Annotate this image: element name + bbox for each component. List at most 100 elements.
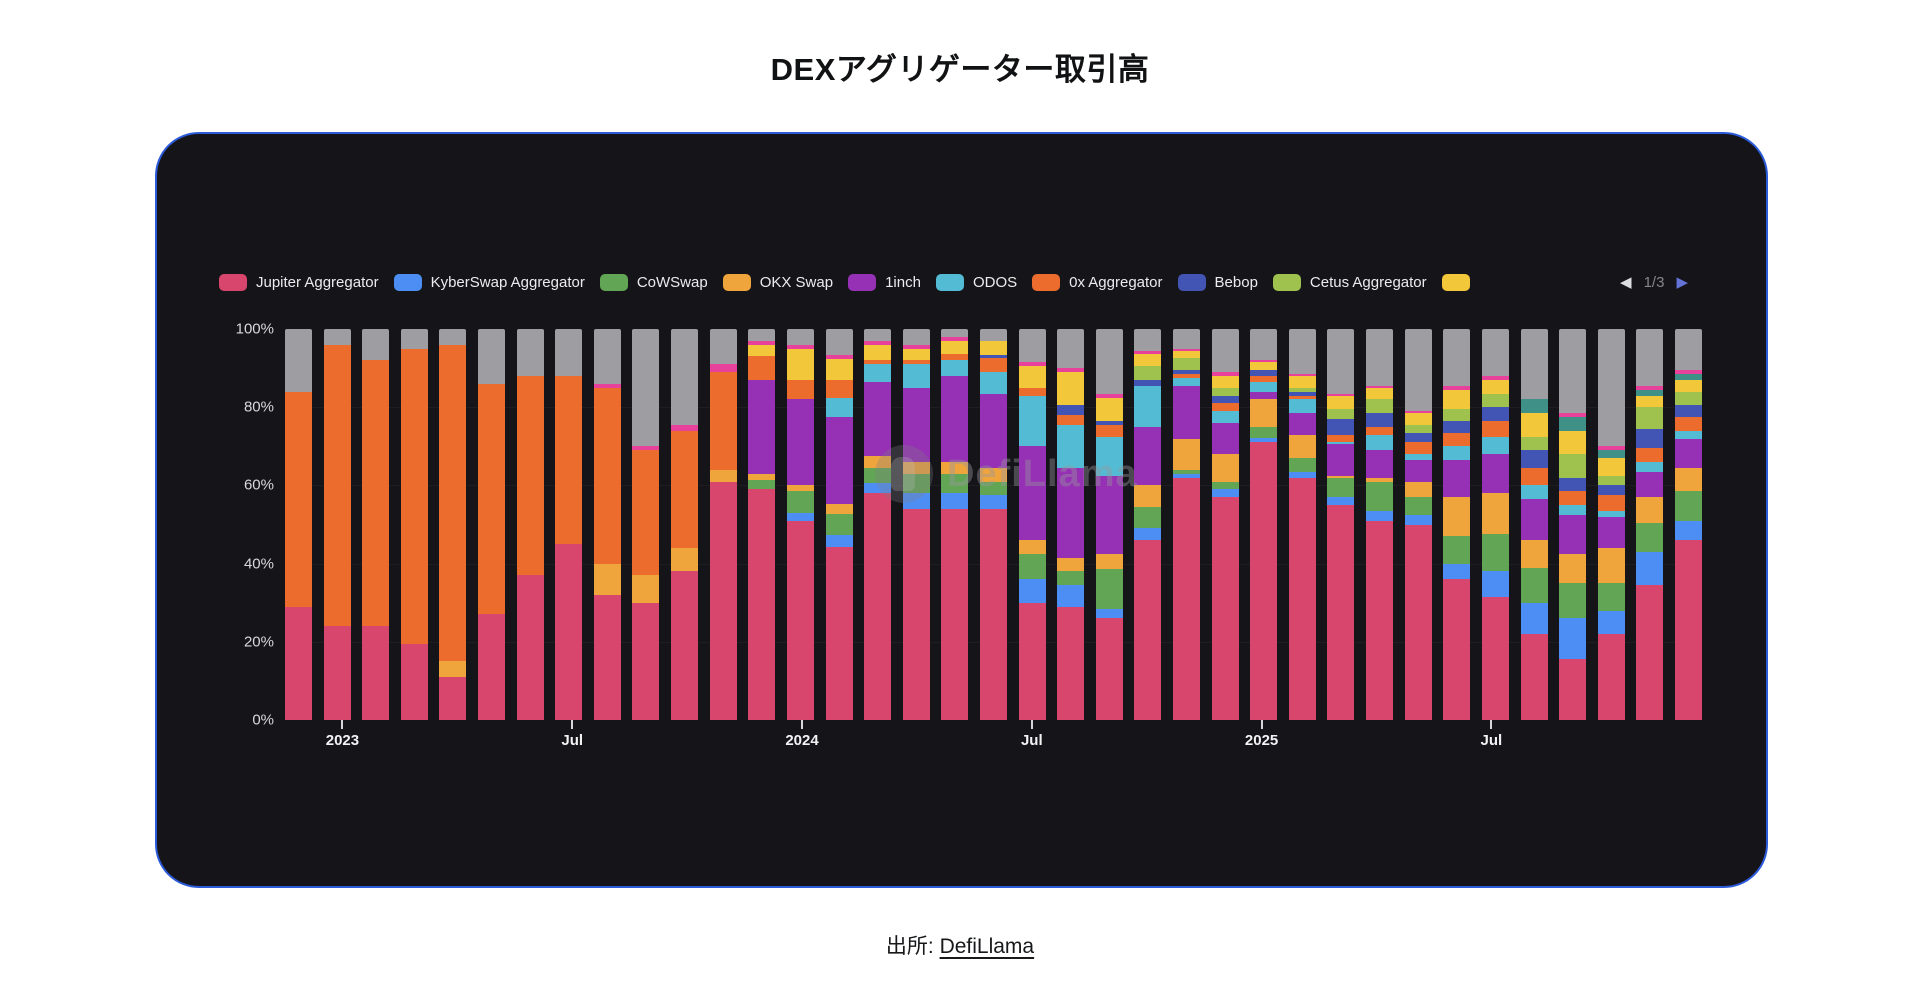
bar-segment[interactable]: [748, 379, 776, 474]
bar-segment[interactable]: [979, 495, 1007, 509]
bar-segment[interactable]: [1095, 475, 1123, 554]
bar-segment[interactable]: [1211, 497, 1239, 720]
stacked-bar[interactable]: [1173, 329, 1201, 720]
bar-segment[interactable]: [1211, 329, 1239, 373]
bar-segment[interactable]: [1095, 608, 1123, 619]
bar-segment[interactable]: [1211, 372, 1239, 377]
bar-segment[interactable]: [864, 340, 892, 345]
bar-segment[interactable]: [1134, 366, 1162, 380]
stacked-bar[interactable]: [1018, 329, 1046, 720]
bar-segment[interactable]: [1443, 460, 1471, 498]
legend-item[interactable]: 0x Aggregator: [1032, 273, 1163, 291]
bar-segment[interactable]: [323, 344, 351, 627]
bar-segment[interactable]: [709, 481, 737, 720]
stacked-bar[interactable]: [1674, 329, 1702, 720]
bar-segment[interactable]: [1597, 458, 1625, 476]
bar-segment[interactable]: [1520, 499, 1548, 541]
bar-segment[interactable]: [1250, 442, 1278, 720]
bar-segment[interactable]: [1443, 420, 1471, 433]
bar-segment[interactable]: [1597, 610, 1625, 634]
bar-segment[interactable]: [864, 364, 892, 382]
bar-segment[interactable]: [1443, 497, 1471, 537]
stacked-bar[interactable]: [323, 329, 351, 720]
bar-segment[interactable]: [400, 643, 428, 720]
bar-segment[interactable]: [1481, 571, 1509, 597]
bar-segment[interactable]: [1018, 579, 1046, 603]
bar-segment[interactable]: [439, 329, 467, 345]
bar-segment[interactable]: [1057, 415, 1085, 425]
bar-segment[interactable]: [1481, 420, 1509, 437]
bar-segment[interactable]: [1559, 553, 1587, 584]
bar-segment[interactable]: [1674, 370, 1702, 375]
bar-segment[interactable]: [1559, 329, 1587, 414]
bar-segment[interactable]: [1288, 374, 1316, 376]
bar-segment[interactable]: [1404, 424, 1432, 433]
bar-segment[interactable]: [1366, 329, 1394, 386]
bar-segment[interactable]: [979, 481, 1007, 496]
bar-segment[interactable]: [1134, 350, 1162, 355]
bar-segment[interactable]: [786, 344, 814, 349]
bar-segment[interactable]: [1559, 430, 1587, 455]
bar-segment[interactable]: [632, 329, 660, 447]
bar-segment[interactable]: [1095, 618, 1123, 720]
bar-segment[interactable]: [1404, 524, 1432, 720]
bar-segment[interactable]: [1173, 438, 1201, 470]
legend-item[interactable]: KyberSwap Aggregator: [393, 273, 585, 291]
bar-segment[interactable]: [1018, 366, 1046, 388]
source-link[interactable]: DefiLlama: [939, 935, 1035, 958]
bar-segment[interactable]: [1327, 442, 1355, 445]
bar-segment[interactable]: [825, 397, 853, 418]
bar-segment[interactable]: [1057, 606, 1085, 720]
bar-segment[interactable]: [979, 467, 1007, 482]
legend-item[interactable]: [1441, 273, 1470, 291]
bar-segment[interactable]: [1481, 436, 1509, 455]
bar-segment[interactable]: [1173, 473, 1201, 478]
bar-segment[interactable]: [1520, 329, 1548, 400]
bar-segment[interactable]: [941, 354, 969, 361]
bar-segment[interactable]: [1288, 329, 1316, 375]
bar-segment[interactable]: [941, 329, 969, 337]
bar-segment[interactable]: [1520, 485, 1548, 500]
bar-segment[interactable]: [748, 344, 776, 357]
bar-segment[interactable]: [516, 375, 544, 576]
bar-segment[interactable]: [478, 383, 506, 615]
bar-segment[interactable]: [748, 340, 776, 345]
bar-segment[interactable]: [1443, 579, 1471, 720]
bar-segment[interactable]: [864, 456, 892, 468]
bar-segment[interactable]: [825, 380, 853, 398]
bar-segment[interactable]: [1018, 553, 1046, 580]
bar-segment[interactable]: [1288, 395, 1316, 400]
bar-segment[interactable]: [1520, 633, 1548, 720]
stacked-bar[interactable]: [671, 329, 699, 720]
bar-segment[interactable]: [1366, 434, 1394, 451]
bar-segment[interactable]: [1636, 395, 1664, 408]
bar-segment[interactable]: [1559, 491, 1587, 505]
bar-segment[interactable]: [1481, 376, 1509, 380]
bar-segment[interactable]: [786, 520, 814, 720]
stacked-bar[interactable]: [1481, 329, 1509, 720]
bar-segment[interactable]: [478, 329, 506, 384]
bar-segment[interactable]: [1559, 514, 1587, 554]
bar-segment[interactable]: [632, 575, 660, 603]
bar-segment[interactable]: [1636, 585, 1664, 720]
bar-segment[interactable]: [1520, 450, 1548, 468]
bar-segment[interactable]: [1057, 571, 1085, 586]
bar-segment[interactable]: [1250, 360, 1278, 363]
bar-segment[interactable]: [1057, 585, 1085, 607]
bar-segment[interactable]: [1597, 495, 1625, 511]
bar-segment[interactable]: [825, 358, 853, 381]
bar-segment[interactable]: [1057, 329, 1085, 369]
bar-segment[interactable]: [1250, 391, 1278, 400]
bar-segment[interactable]: [1443, 385, 1471, 390]
bar-segment[interactable]: [1443, 536, 1471, 564]
bar-segment[interactable]: [1404, 514, 1432, 525]
bar-segment[interactable]: [516, 575, 544, 720]
legend-item[interactable]: 1inch: [848, 273, 921, 291]
bar-segment[interactable]: [1636, 497, 1664, 523]
bar-segment[interactable]: [1443, 389, 1471, 410]
stacked-bar[interactable]: [748, 329, 776, 720]
bar-segment[interactable]: [1597, 485, 1625, 496]
bar-segment[interactable]: [671, 430, 699, 548]
bar-segment[interactable]: [941, 375, 969, 462]
bar-segment[interactable]: [1288, 391, 1316, 396]
